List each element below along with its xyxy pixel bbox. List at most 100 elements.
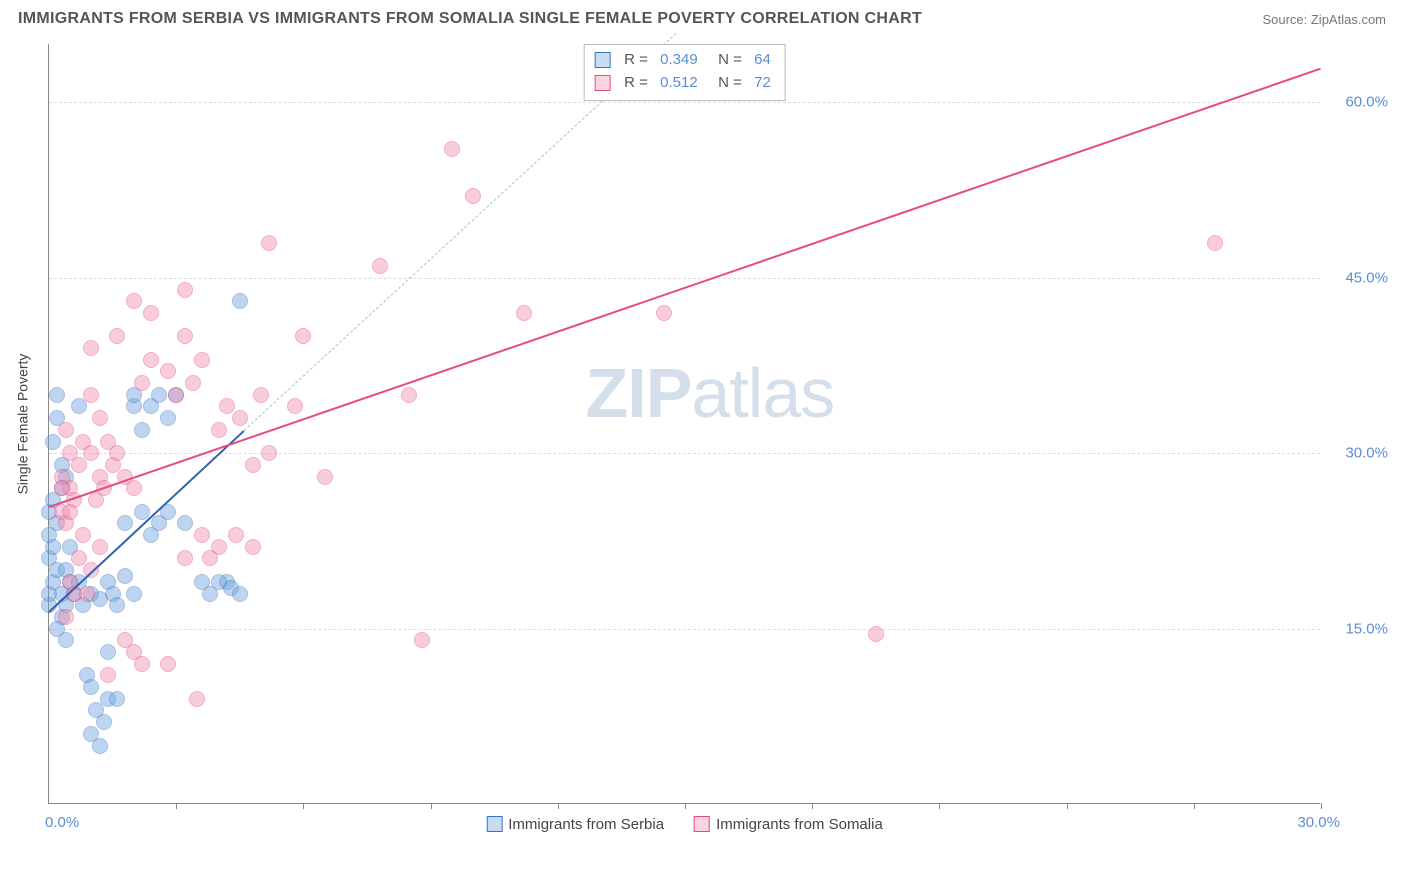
data-point (232, 410, 248, 426)
stat-n-label: N = (718, 72, 746, 95)
bottom-legend: Immigrants from Serbia Immigrants from So… (486, 816, 883, 833)
x-tick-label-min: 0.0% (45, 814, 79, 831)
stat-box: R =0.349N =64R =0.512N =72 (583, 44, 786, 101)
gridline-h (49, 453, 1320, 454)
y-axis-label: Single Female Poverty (14, 354, 30, 495)
data-point (295, 328, 311, 344)
legend-item: Immigrants from Somalia (694, 816, 883, 833)
data-point (134, 375, 150, 391)
x-tick (1194, 803, 1195, 809)
data-point (194, 352, 210, 368)
y-tick-label: 45.0% (1345, 269, 1388, 286)
x-tick (1321, 803, 1322, 809)
data-point (96, 714, 112, 730)
stat-row: R =0.349N =64 (594, 49, 771, 72)
trend-line (49, 67, 1322, 507)
data-point (202, 550, 218, 566)
data-point (372, 258, 388, 274)
data-point (465, 188, 481, 204)
x-tick (685, 803, 686, 809)
data-point (75, 527, 91, 543)
y-tick-label: 60.0% (1345, 94, 1388, 111)
gridline-h (49, 102, 1320, 103)
data-point (71, 398, 87, 414)
legend-swatch (486, 816, 502, 832)
data-point (109, 597, 125, 613)
data-point (134, 656, 150, 672)
x-tick (176, 803, 177, 809)
data-point (71, 457, 87, 473)
x-tick (939, 803, 940, 809)
scatter-plot: ZIPatlas 15.0%30.0%45.0%60.0%0.0%30.0%R … (48, 44, 1320, 804)
data-point (232, 293, 248, 309)
data-point (71, 550, 87, 566)
y-tick-label: 30.0% (1345, 445, 1388, 462)
data-point (58, 632, 74, 648)
data-point (177, 515, 193, 531)
data-point (92, 539, 108, 555)
data-point (444, 141, 460, 157)
data-point (317, 469, 333, 485)
data-point (143, 352, 159, 368)
data-point (245, 457, 261, 473)
gridline-h (49, 278, 1320, 279)
gridline-h (49, 629, 1320, 630)
data-point (401, 387, 417, 403)
data-point (185, 375, 201, 391)
data-point (58, 609, 74, 625)
data-point (261, 235, 277, 251)
data-point (109, 691, 125, 707)
data-point (54, 480, 70, 496)
data-point (117, 515, 133, 531)
data-point (261, 445, 277, 461)
data-point (1207, 235, 1223, 251)
legend-swatch (594, 52, 610, 68)
stat-r-label: R = (624, 72, 652, 95)
data-point (414, 632, 430, 648)
watermark: ZIPatlas (586, 353, 835, 433)
stat-r-value: 0.349 (660, 49, 710, 72)
stat-r-label: R = (624, 49, 652, 72)
data-point (126, 586, 142, 602)
data-point (228, 527, 244, 543)
data-point (79, 586, 95, 602)
data-point (62, 504, 78, 520)
data-point (83, 340, 99, 356)
x-tick (558, 803, 559, 809)
data-point (109, 328, 125, 344)
data-point (126, 480, 142, 496)
data-point (211, 574, 227, 590)
data-point (83, 387, 99, 403)
data-point (168, 387, 184, 403)
data-point (516, 305, 532, 321)
data-point (79, 667, 95, 683)
data-point (287, 398, 303, 414)
stat-r-value: 0.512 (660, 72, 710, 95)
legend-item: Immigrants from Serbia (486, 816, 664, 833)
data-point (58, 422, 74, 438)
y-tick-label: 15.0% (1345, 620, 1388, 637)
legend-swatch (694, 816, 710, 832)
chart-title: IMMIGRANTS FROM SERBIA VS IMMIGRANTS FRO… (18, 10, 922, 28)
source-label: Source: ZipAtlas.com (1262, 12, 1386, 27)
x-tick (303, 803, 304, 809)
stat-n-label: N = (718, 49, 746, 72)
data-point (177, 282, 193, 298)
x-tick-label-max: 30.0% (1297, 814, 1340, 831)
data-point (117, 568, 133, 584)
data-point (126, 293, 142, 309)
x-tick (431, 803, 432, 809)
data-point (160, 363, 176, 379)
stat-row: R = 0.512 N = 72 (594, 72, 771, 95)
data-point (83, 445, 99, 461)
data-point (194, 527, 210, 543)
data-point (134, 422, 150, 438)
data-point (177, 328, 193, 344)
legend-label: Immigrants from Serbia (508, 816, 664, 833)
data-point (143, 305, 159, 321)
stat-n-value: 72 (754, 72, 771, 95)
data-point (100, 667, 116, 683)
data-point (868, 626, 884, 642)
data-point (177, 550, 193, 566)
data-point (656, 305, 672, 321)
